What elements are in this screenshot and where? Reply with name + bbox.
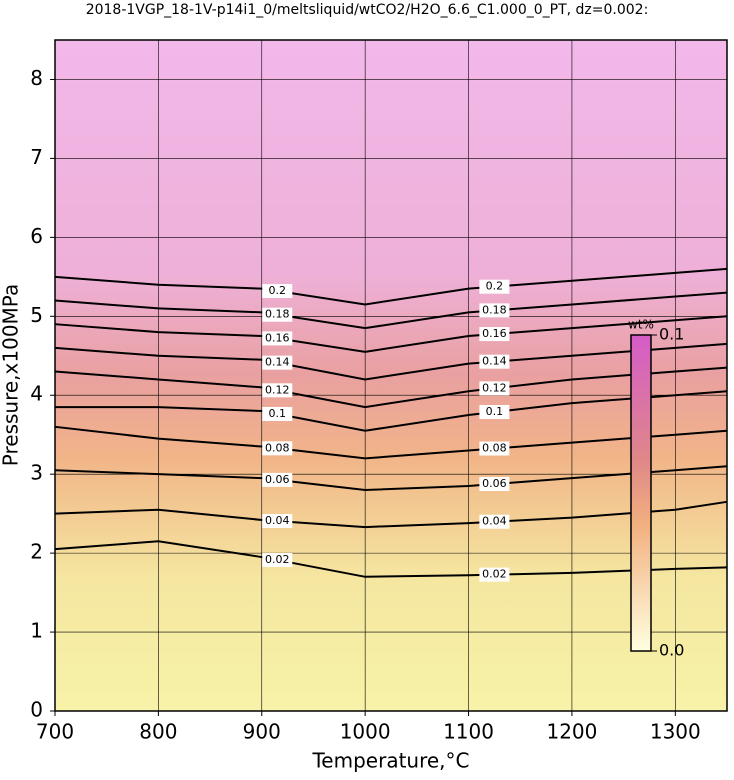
y-axis-label: Pressure,x100MPa — [0, 284, 23, 466]
x-tick-label: 1200 — [546, 720, 597, 744]
y-tick-label: 6 — [30, 224, 43, 248]
contour-label: 0.02 — [265, 553, 290, 566]
contour-label-bg — [479, 279, 510, 294]
contour-label-bg — [262, 441, 293, 456]
contour-line — [54, 425, 728, 460]
contour-label: 0.14 — [482, 355, 507, 368]
colorbar-tick-label: 0.0 — [659, 641, 684, 660]
contour-label-bg — [262, 383, 293, 398]
contour-line — [54, 540, 728, 578]
contour-label-bg — [479, 514, 510, 529]
y-tick-label: 7 — [30, 145, 43, 169]
y-tick-label: 0 — [30, 698, 43, 722]
contour-label: 0.08 — [482, 442, 507, 455]
colorbar-tick-label: 0.1 — [659, 325, 684, 344]
contour-label-bg — [479, 381, 510, 396]
contour-label-bg — [479, 327, 510, 342]
x-tick-label: 1300 — [650, 720, 701, 744]
contour-label: 0.12 — [265, 383, 290, 396]
contour-line — [54, 315, 728, 353]
contour-label: 0.14 — [265, 356, 290, 369]
contour-label-bg — [262, 553, 293, 568]
contour-label-bg — [479, 354, 510, 369]
contour-label: 0.04 — [265, 514, 290, 527]
y-tick-label: 1 — [30, 619, 43, 643]
contour-label: 0.08 — [265, 441, 290, 454]
contour-label: 0.06 — [482, 477, 507, 490]
y-tick-label: 3 — [30, 461, 43, 485]
contour-label-bg — [479, 405, 510, 420]
contour-label-bg — [262, 355, 293, 370]
contour-line — [54, 366, 728, 409]
contour-label: 0.02 — [482, 568, 507, 581]
x-tick-label: 1100 — [443, 720, 494, 744]
contour-label-bg — [479, 567, 510, 582]
contour-label: 0.12 — [482, 381, 507, 394]
plot-frame — [54, 39, 728, 712]
contour-label-bg — [262, 514, 293, 529]
x-tick-label: 900 — [243, 720, 281, 744]
contour-label-bg — [479, 477, 510, 492]
contour-line — [54, 500, 728, 529]
contour-line — [55, 390, 728, 432]
contour-label: 0.04 — [482, 515, 507, 528]
contour-label: 0.16 — [482, 327, 507, 340]
contour-label-bg — [262, 307, 293, 322]
contour-label: 0.1 — [486, 405, 504, 418]
contour-label-bg — [479, 303, 510, 318]
colorbar-label: wt% — [628, 318, 654, 332]
x-axis-label: Temperature,°C — [311, 749, 469, 773]
y-tick-label: 2 — [30, 540, 43, 564]
contour-label: 0.18 — [482, 303, 507, 316]
contour-label-bg — [262, 472, 293, 487]
contour-line — [54, 342, 728, 381]
contour-label: 0.1 — [269, 407, 287, 420]
contour-label: 0.18 — [265, 308, 290, 321]
colorbar — [630, 334, 652, 652]
contour-label-bg — [262, 331, 293, 346]
contour-line — [54, 267, 728, 306]
contour-label-bg — [479, 441, 510, 456]
y-tick-label: 5 — [30, 303, 43, 327]
contour-label: 0.06 — [265, 473, 290, 486]
y-tick-label: 8 — [30, 66, 43, 90]
contour-label-bg — [262, 406, 293, 421]
contour-label: 0.2 — [269, 284, 287, 297]
y-tick-label: 4 — [30, 382, 43, 406]
contour-label-bg — [262, 284, 293, 299]
x-tick-label: 1000 — [340, 720, 391, 744]
contour-line — [54, 291, 728, 330]
x-tick-label: 700 — [36, 720, 74, 744]
contour-label: 0.2 — [486, 280, 504, 293]
x-tick-label: 800 — [139, 720, 177, 744]
chart-title: 2018-1VGP_18-1V-p14i1_0/meltsliquid/wtCO… — [86, 2, 649, 18]
contour-line — [54, 465, 728, 491]
contour-label: 0.16 — [265, 331, 290, 344]
